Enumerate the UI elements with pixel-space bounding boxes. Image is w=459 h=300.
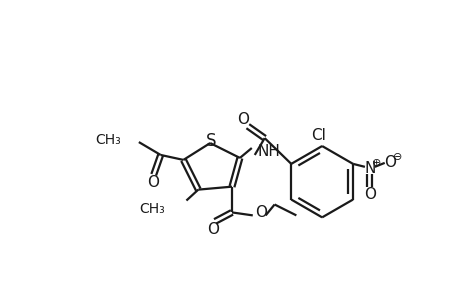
Text: O: O (363, 187, 375, 202)
Text: O: O (146, 175, 158, 190)
Text: ⊖: ⊖ (392, 152, 402, 162)
Text: ⊕: ⊕ (371, 158, 381, 168)
Text: N: N (364, 161, 375, 176)
Text: O: O (383, 155, 395, 170)
Text: O: O (236, 112, 248, 127)
Text: CH₃: CH₃ (95, 133, 121, 147)
Text: Cl: Cl (310, 128, 325, 142)
Text: S: S (206, 132, 216, 150)
Text: O: O (207, 222, 218, 237)
Text: O: O (254, 205, 266, 220)
Text: CH₃: CH₃ (139, 202, 164, 216)
Text: NH: NH (257, 145, 280, 160)
